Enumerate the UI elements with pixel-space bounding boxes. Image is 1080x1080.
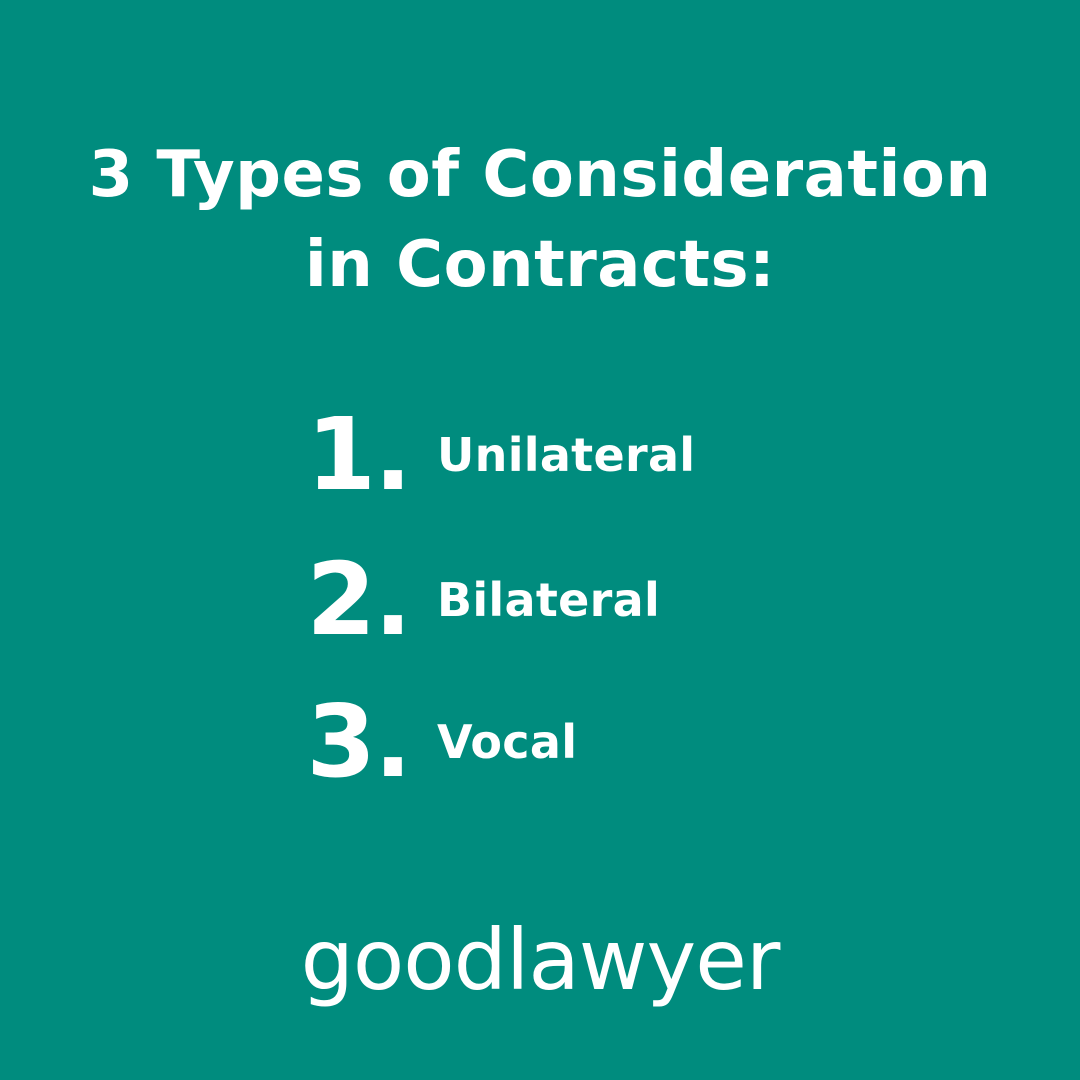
list-item-number: 2.: [306, 541, 412, 658]
title-line-1: 3 Types of Consideration: [88, 138, 992, 212]
list-item: 2. Bilateral: [0, 545, 1080, 655]
list-item-label: Vocal: [437, 715, 578, 769]
list-item-label: Unilateral: [437, 428, 696, 482]
list-item: 3. Vocal: [0, 687, 1080, 797]
list-item: 1. Unilateral: [0, 400, 1080, 510]
list-item-number: 1.: [306, 396, 412, 513]
list-item-number: 3.: [306, 683, 412, 800]
brand-logo: goodlawyer: [300, 911, 781, 1009]
list-item-label: Bilateral: [437, 573, 661, 627]
title-line-2: in Contracts:: [304, 228, 776, 302]
page-title: 3 Types of Consideration in Contracts:: [0, 130, 1080, 310]
